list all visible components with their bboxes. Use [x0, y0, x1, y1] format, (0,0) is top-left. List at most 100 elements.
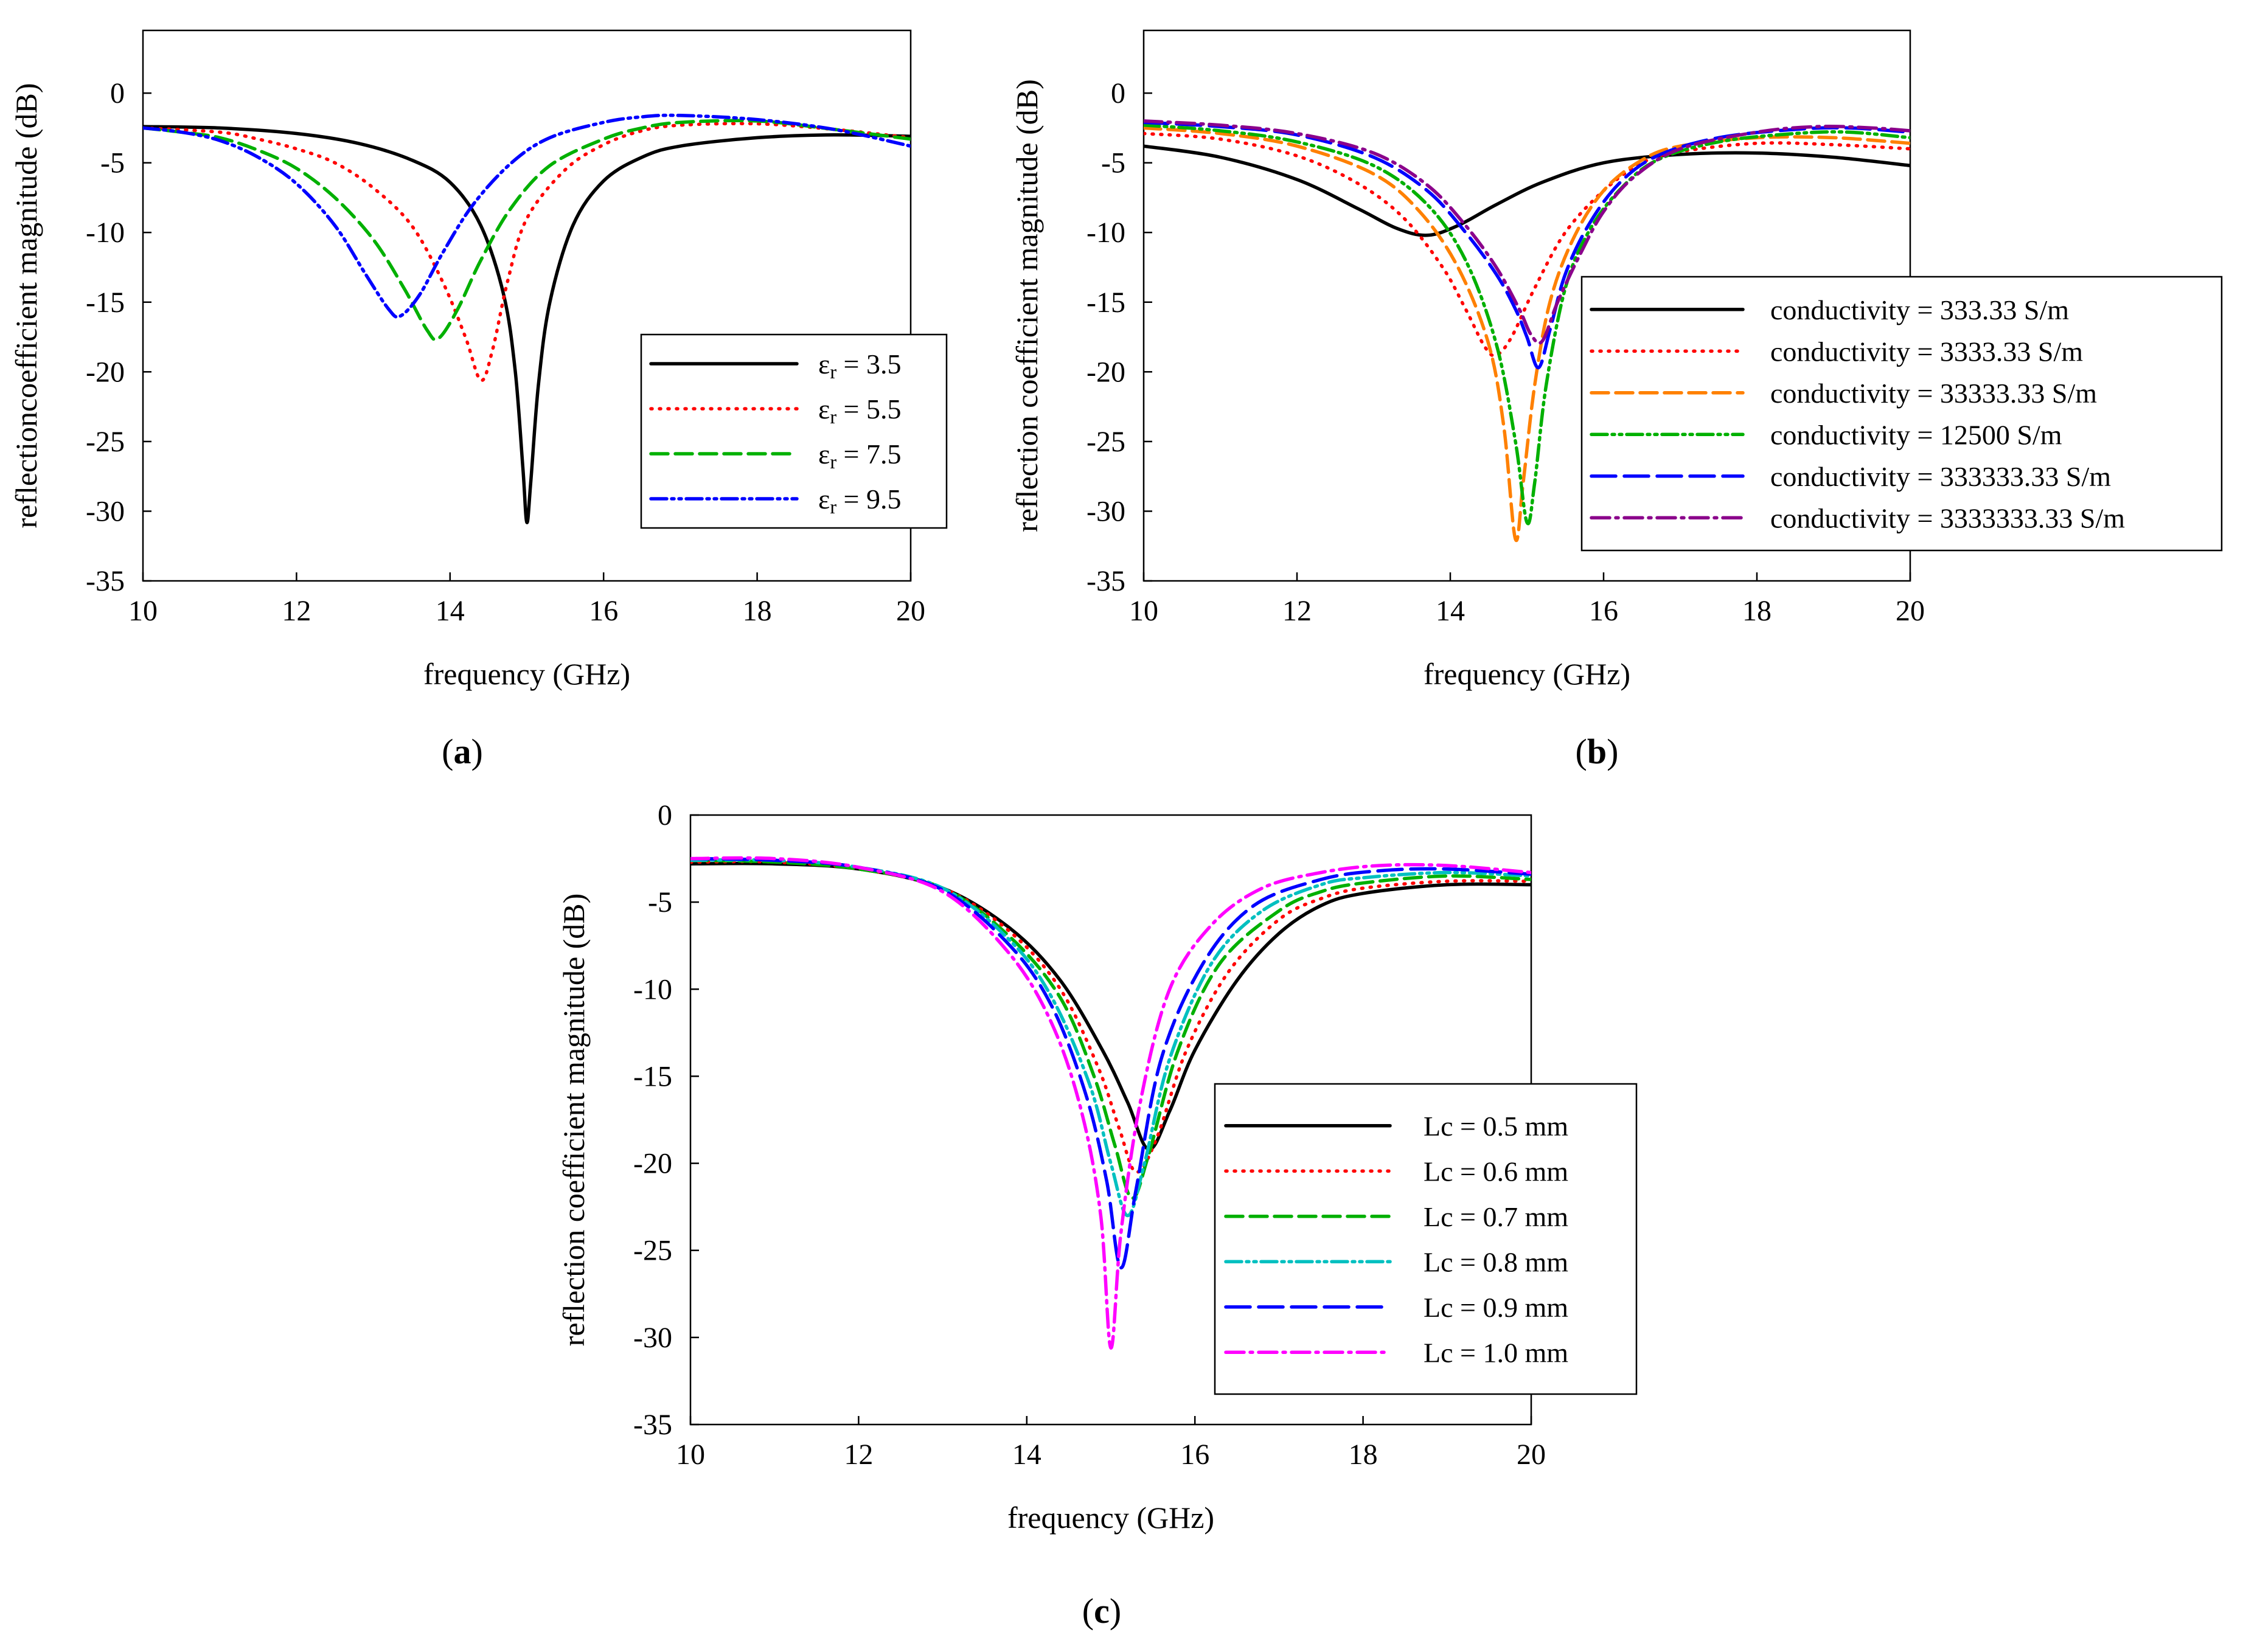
y-tick-label: -5	[100, 147, 125, 179]
x-tick-label: 16	[589, 595, 618, 627]
y-axis-title: reflection coefficient magnitude (dB)	[557, 894, 591, 1347]
legend: εr = 3.5εr = 5.5εr = 7.5εr = 9.5	[640, 333, 948, 529]
legend-box	[1214, 1083, 1638, 1395]
y-tick-label: -35	[1086, 565, 1125, 597]
legend-subscript: r	[830, 406, 836, 428]
x-tick-label: 10	[128, 595, 158, 627]
y-tick-label: -20	[1086, 356, 1125, 388]
series-line	[143, 113, 911, 319]
y-tick-label: -10	[633, 973, 672, 1005]
series-line	[690, 858, 1531, 1218]
legend-label: conductivity = 3333333.33 S/m	[1770, 502, 2125, 533]
legend-box	[1580, 276, 2223, 552]
legend-label: Lc = 0.7 mm	[1424, 1201, 1568, 1232]
x-tick-label: 12	[1282, 595, 1312, 627]
series-group	[1144, 119, 1910, 543]
series-line	[1144, 144, 1910, 237]
x-tick-label: 20	[1517, 1439, 1546, 1471]
y-tick-label: 0	[110, 77, 125, 109]
panel-caption: (a)	[442, 732, 483, 771]
y-tick-label: -15	[1086, 286, 1125, 319]
caption-paren-close: )	[1607, 732, 1618, 771]
series-line	[143, 122, 911, 382]
y-tick-label: -15	[86, 286, 125, 319]
series-line	[690, 856, 1531, 1350]
x-tick-label: 14	[1436, 595, 1465, 627]
y-axis-title: reflection coefficient magnitude (dB)	[1010, 79, 1044, 532]
x-tick-label: 20	[896, 595, 925, 627]
y-tick-label: 0	[1111, 77, 1125, 109]
series-line	[1144, 131, 1910, 358]
series-group	[690, 856, 1531, 1350]
y-tick-label: -10	[1086, 217, 1125, 249]
x-tick-label: 18	[1742, 595, 1771, 627]
caption-paren-open: (	[442, 732, 453, 771]
x-tick-label: 14	[436, 595, 465, 627]
y-tick-label: -10	[86, 217, 125, 249]
caption-letter: c	[1094, 1591, 1110, 1631]
series-line	[690, 859, 1531, 1174]
y-tick-label: -35	[86, 565, 125, 597]
legend-label: conductivity = 3333.33 S/m	[1770, 336, 2083, 367]
y-tick-label: -15	[633, 1060, 672, 1092]
y-tick-label: -20	[633, 1148, 672, 1180]
x-tick-label: 18	[1349, 1439, 1378, 1471]
panel-caption: (b)	[1576, 732, 1619, 771]
legend-label: conductivity = 12500 S/m	[1770, 419, 2062, 450]
legend-label: εr = 5.5	[818, 394, 902, 428]
legend-subscript: r	[830, 361, 836, 383]
y-tick-label: -25	[86, 426, 125, 458]
plot-frame	[142, 29, 912, 582]
caption-letter: a	[454, 732, 471, 771]
legend-symbol: ε	[818, 484, 830, 515]
caption-letter: b	[1587, 732, 1607, 771]
legend-subscript: r	[830, 451, 836, 473]
x-tick-label: 14	[1012, 1439, 1041, 1471]
y-tick-label: -30	[86, 495, 125, 527]
y-tick-label: -25	[1086, 426, 1125, 458]
legend-symbol: ε	[818, 349, 830, 380]
x-tick-label: 12	[282, 595, 311, 627]
x-tick-label: 20	[1896, 595, 1925, 627]
x-axis-title: frequency (GHz)	[423, 657, 630, 691]
chart-panel-b: 10 12 14 16 18 20 0 -5 -10 -15 -20 -25 -30 -35 frequen…	[1010, 29, 2223, 771]
legend-symbol: ε	[818, 394, 830, 425]
x-tick-label: 10	[676, 1439, 705, 1471]
y-axis-title: reflectioncoefficient magnitude (dB)	[9, 83, 43, 528]
legend: Lc = 0.5 mm Lc = 0.6 mm Lc = 0.7 mm Lc = 0.…	[1214, 1083, 1638, 1395]
series-line	[1144, 123, 1910, 526]
y-tick-label: -25	[633, 1235, 672, 1267]
legend-label: εr = 3.5	[818, 349, 902, 383]
legend-label: Lc = 0.5 mm	[1424, 1111, 1568, 1142]
chart-panel-c: 10 12 14 16 18 20 0 -5 -10 -15 -20 -25 -30 -35 frequen…	[557, 799, 1638, 1631]
legend-label: Lc = 0.6 mm	[1424, 1156, 1568, 1187]
x-tick-label: 16	[1589, 595, 1618, 627]
legend-label: conductivity = 33333.33 S/m	[1770, 378, 2097, 409]
caption-paren-close: )	[1110, 1591, 1121, 1631]
panel-caption: (c)	[1082, 1591, 1121, 1631]
legend-label: Lc = 0.8 mm	[1424, 1246, 1568, 1277]
legend-label: conductivity = 333333.33 S/m	[1770, 461, 2111, 492]
series-group	[143, 113, 911, 524]
legend-label: εr = 7.5	[818, 439, 902, 473]
y-tick-label: -35	[633, 1409, 672, 1441]
y-tick-label: -5	[648, 886, 672, 918]
legend-label: Lc = 0.9 mm	[1424, 1292, 1568, 1323]
legend-value: = 3.5	[836, 349, 901, 380]
legend-value: = 7.5	[836, 439, 901, 470]
caption-paren-open: (	[1082, 1591, 1094, 1631]
legend-box	[640, 333, 948, 529]
y-tick-label: -5	[1101, 147, 1125, 179]
legend-value: = 9.5	[836, 484, 901, 515]
x-tick-label: 16	[1180, 1439, 1209, 1471]
y-tick-label: -20	[86, 356, 125, 388]
legend-label: conductivity = 333.33 S/m	[1770, 294, 2069, 325]
legend: conductivity = 333.33 S/m conductivity = …	[1580, 276, 2223, 552]
y-tick-label: -30	[633, 1322, 672, 1354]
caption-paren-open: (	[1576, 732, 1587, 771]
legend-label: Lc = 1.0 mm	[1424, 1337, 1568, 1368]
y-tick-label: -30	[1086, 495, 1125, 527]
x-axis-title: frequency (GHz)	[1424, 657, 1630, 691]
legend-symbol: ε	[818, 439, 830, 470]
